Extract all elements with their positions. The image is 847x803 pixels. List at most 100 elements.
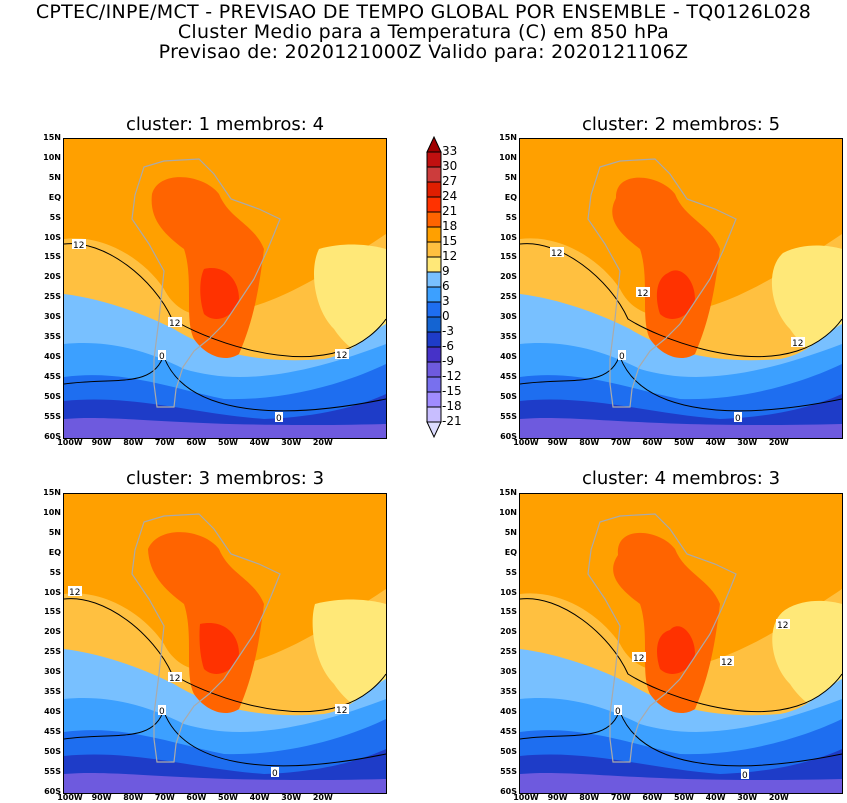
colorbar-swatch: [426, 331, 442, 348]
colorbar-swatch: [426, 211, 442, 228]
latitude-label: 45S: [500, 726, 517, 736]
longitude-label: 50W: [674, 793, 694, 802]
colorbar-label: 24: [442, 189, 458, 203]
contour-label: 12: [168, 672, 182, 684]
latitude-label: EQ: [504, 192, 517, 202]
contour-label-text: 0: [742, 771, 748, 781]
longitude-label: 100W: [513, 438, 539, 447]
contour-label: 0: [734, 412, 742, 424]
longitude-label: 60W: [186, 793, 207, 802]
longitude-label: 70W: [154, 793, 175, 802]
contour-label: 0: [158, 705, 166, 717]
longitude-label: 20W: [768, 793, 789, 802]
latitude-label: 30S: [44, 312, 61, 322]
contour-label-text: 12: [336, 706, 347, 716]
latitude-label: 15N: [499, 133, 517, 142]
latitude-label: 5S: [49, 567, 61, 577]
latitude-label: 50S: [500, 391, 517, 401]
colorbar-swatch: [426, 256, 442, 273]
latitude-label: 10N: [499, 152, 517, 162]
contour-label-text: 0: [276, 414, 282, 424]
longitude-label: 70W: [154, 438, 175, 447]
panel-title: cluster: 2 membros: 5: [581, 114, 781, 135]
latitude-label: 30S: [44, 667, 61, 677]
longitude-label: 90W: [91, 438, 112, 447]
latitude-label: 60S: [500, 431, 517, 441]
contour-label-text: 12: [169, 319, 180, 329]
latitude-label: 20S: [500, 272, 517, 282]
colorbar-label: -9: [442, 354, 454, 368]
latitude-label: 10S: [44, 232, 61, 242]
colorbar-swatch: [426, 196, 442, 213]
latitude-label: 45S: [44, 371, 61, 381]
latitude-label: 60S: [44, 431, 61, 441]
latitude-label: 35S: [44, 332, 61, 341]
longitude-label: 100W: [513, 793, 539, 802]
contour-label-text: 12: [637, 289, 648, 299]
longitude-label: 30W: [737, 438, 758, 447]
contour-label-text: 0: [272, 769, 278, 779]
contour-label-text: 0: [735, 414, 741, 424]
colorbar-label: -12: [442, 369, 462, 383]
latitude-label: EQ: [504, 547, 517, 557]
latitude-label: 5S: [505, 212, 517, 222]
temperature-map: 12 12 12 0 0: [520, 139, 842, 438]
longitude-label: 90W: [91, 793, 112, 802]
latitude-label: 50S: [500, 746, 517, 756]
latitude-label: 60S: [44, 786, 61, 796]
contour-label-text: 12: [551, 249, 562, 259]
latitude-label: 60S: [500, 786, 517, 796]
contour-label-text: 0: [619, 352, 625, 362]
contour-label: 12: [720, 656, 734, 668]
colorbar-swatch: [426, 361, 442, 378]
colorbar-swatch: [426, 301, 442, 318]
longitude-label: 40W: [705, 793, 726, 802]
longitude-label: 40W: [249, 438, 270, 447]
contour-label: 12: [636, 287, 650, 299]
latitude-label: 15S: [500, 252, 517, 262]
contour-label-text: 12: [792, 339, 803, 349]
longitude-label: 100W: [57, 793, 83, 802]
colorbar-label: 6: [442, 279, 450, 293]
latitude-label: 15S: [44, 252, 61, 262]
longitude-label: 60W: [642, 438, 663, 447]
contour-label-text: 12: [777, 621, 788, 631]
contour-label: 12: [335, 704, 349, 716]
colorbar-swatch: [426, 271, 442, 288]
longitude-label: 30W: [281, 438, 302, 447]
latitude-label: 10S: [44, 587, 61, 597]
latitude-label: 55S: [500, 766, 517, 776]
latitude-label: 10S: [500, 587, 517, 597]
longitude-label: 70W: [610, 793, 631, 802]
colorbar-label: 12: [442, 249, 458, 263]
latitude-label: 10N: [43, 152, 61, 162]
map-panel-cluster-2: 12 12 12 0 0: [519, 138, 843, 439]
latitude-label: 30S: [500, 312, 517, 322]
latitude-label: 50S: [44, 746, 61, 756]
latitude-label: 35S: [500, 687, 517, 696]
longitude-label: 90W: [547, 438, 568, 447]
latitude-label: 5S: [505, 567, 517, 577]
colorbar-label: -3: [442, 324, 454, 338]
latitude-label: 15N: [43, 133, 61, 142]
colorbar-label: 15: [442, 234, 458, 248]
figure-title: CPTEC/INPE/MCT - PREVISAO DE TEMPO GLOBA…: [35, 1, 812, 23]
latitude-label: 40S: [500, 351, 517, 361]
longitude-label: 40W: [249, 793, 270, 802]
colorbar-label: 0: [442, 309, 450, 323]
panel-title: cluster: 1 membros: 4: [125, 114, 325, 135]
longitude-label: 80W: [123, 793, 144, 802]
longitude-label: 40W: [705, 438, 726, 447]
colorbar-label: -18: [442, 399, 462, 413]
latitude-label: 15S: [500, 607, 517, 617]
colorbar-label: 3: [442, 294, 450, 308]
panel-title: cluster: 4 membros: 3: [581, 468, 781, 489]
longitude-label: 100W: [57, 438, 83, 447]
contour-label-text: 12: [336, 351, 347, 361]
contour-label: 0: [275, 412, 283, 424]
latitude-label: 10S: [500, 232, 517, 242]
latitude-label: 15N: [43, 488, 61, 497]
colorbar-label: -6: [442, 339, 454, 353]
longitude-label: 20W: [768, 438, 789, 447]
figure-subtitle: Cluster Medio para a Temperatura (C) em …: [177, 21, 670, 43]
